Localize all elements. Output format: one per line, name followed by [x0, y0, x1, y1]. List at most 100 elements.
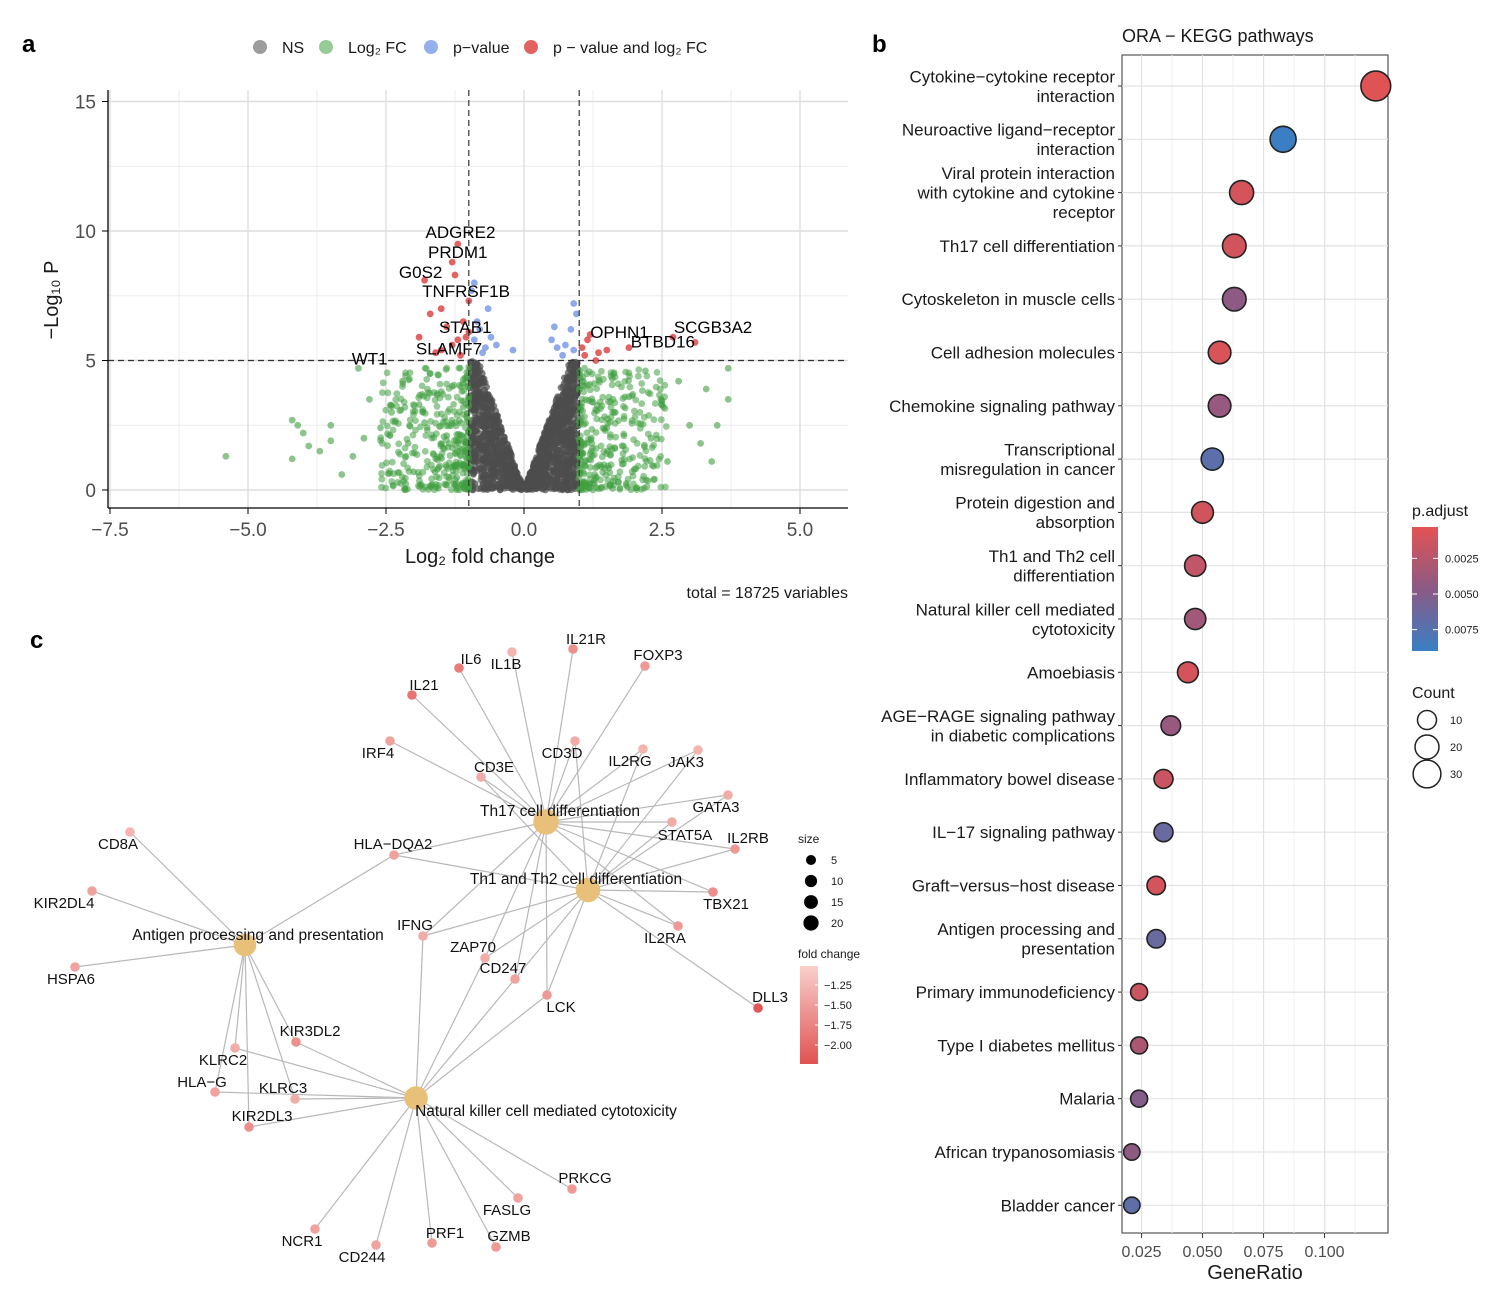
legend-swatch-log2fc: [319, 40, 333, 54]
log2fc-point: [635, 366, 643, 373]
ns-point: [562, 419, 569, 426]
p-value-point: [551, 323, 558, 331]
ns-point: [472, 387, 480, 395]
log2fc-point: [598, 367, 605, 375]
ns-point: [543, 471, 551, 479]
dot-cytokine-cytokine-receptor-interaction: [1360, 70, 1392, 102]
log-fc-point: [288, 416, 296, 424]
edge-klrc2-antigen-processing-and-presentation: [234, 944, 246, 1049]
padjust-tick-label: 0.0075: [1445, 625, 1479, 637]
legend-swatch-pvalue: [424, 40, 438, 54]
edge-gata3-th17-cell-differentiation: [545, 794, 729, 823]
log-fc-point: [222, 452, 230, 460]
gene-label-il21: IL21: [409, 677, 438, 694]
ns-point: [530, 483, 538, 491]
log-fc-point: [294, 421, 302, 429]
hub-label-th1-and-th2-cell-differentiation: Th1 and Th2 cell differentiation: [470, 871, 682, 888]
ns-point: [540, 442, 547, 449]
log2fc-point: [608, 381, 616, 389]
log2fc-point: [661, 381, 669, 389]
ns-point: [475, 395, 482, 402]
volcano-y-axis-title: −Log₁₀ P: [41, 261, 63, 340]
dot-viral-protein-interaction-with-cytokine-and-cytokine-receptor: [1228, 179, 1255, 206]
network-fc-tick-label: −1.50: [824, 1000, 852, 1012]
dot-amoebiasis: [1176, 661, 1200, 684]
edge-tbx21-th1-and-th2-cell-differentiation: [587, 889, 714, 893]
log2fc-point: [646, 390, 654, 398]
log-fc-point: [377, 424, 384, 432]
panel-letter-c: c: [30, 627, 43, 654]
gene-node-ifng: [418, 931, 428, 941]
gene-label-il21r: IL21R: [566, 631, 606, 648]
log2fc-point: [621, 404, 629, 412]
gene-node-dll3: [753, 1003, 763, 1013]
dot-primary-immunodeficiency: [1129, 982, 1149, 1002]
log-fc-point: [443, 432, 451, 439]
ns-point: [501, 472, 509, 480]
log-fc-point: [327, 437, 335, 445]
dot-malaria: [1129, 1089, 1149, 1108]
edge-klrc2-natural-killer-cell-mediated-cytotoxicity: [234, 1047, 417, 1099]
p-value-point: [473, 318, 481, 325]
dot-antigen-processing-and-presentation: [1146, 928, 1167, 949]
log2fc-point: [620, 412, 628, 420]
edge-cd247-th1-and-th2-cell-differentiation: [514, 889, 589, 980]
p-value-point: [493, 341, 500, 349]
log2fc-point: [638, 400, 646, 407]
volcano-label-adgre2: ADGRE2: [426, 223, 496, 242]
gene-label-il2rg: IL2RG: [608, 753, 651, 770]
log2fc-point: [612, 409, 619, 416]
hub-node-antigen-processing-and-presentation: [233, 933, 257, 957]
ns-point: [563, 441, 571, 448]
dot-il-17-signaling-pathway: [1153, 821, 1174, 843]
log-fc-point: [404, 440, 412, 447]
edge-lck-th1-and-th2-cell-differentiation: [546, 889, 589, 996]
log2fc-point: [424, 458, 431, 465]
log2fc-point: [662, 423, 670, 430]
p-value-point: [570, 346, 578, 354]
volcano-label-wt1: WT1: [352, 349, 388, 368]
log2fc-point: [419, 468, 427, 476]
p-value-point: [470, 336, 478, 344]
log2fc-point: [378, 483, 385, 491]
dot-cell-adhesion-molecules: [1207, 340, 1232, 365]
dotplot-x-tick-label: 0.075: [1244, 1244, 1284, 1261]
p-value-and-log-fc-point: [454, 336, 462, 344]
gene-node-hspa6: [70, 962, 80, 972]
p-value-and-log-fc-point: [586, 331, 594, 338]
log2fc-point: [641, 463, 649, 470]
volcano-points: [222, 240, 732, 494]
p-value-point: [559, 351, 566, 359]
log2fc-point: [601, 413, 609, 420]
log2fc-point: [444, 408, 452, 416]
p-value-point: [509, 346, 517, 354]
ns-point: [552, 401, 560, 409]
pathway-label-il-17-signaling-pathway: IL−17 signaling pathway: [932, 823, 1115, 842]
log2fc-point: [589, 398, 597, 406]
ns-point: [481, 472, 488, 479]
edge-il2ra-th17-cell-differentiation: [545, 821, 679, 927]
ns-point: [567, 394, 574, 402]
log2fc-point: [436, 423, 443, 430]
network-fc-tick-label: −2.00: [824, 1040, 852, 1052]
volcano-label-scgb3a2: SCGB3A2: [674, 318, 752, 337]
log2fc-point: [607, 431, 614, 438]
volcano-x-tick-label: 0.0: [511, 520, 537, 541]
p-value-and-log-fc-point: [421, 276, 428, 284]
gene-node-cd8a: [125, 827, 135, 837]
edge-kir2dl3-natural-killer-cell-mediated-cytotoxicity: [248, 1097, 417, 1128]
volcano-x-axis-title: Log₂ fold change: [405, 546, 555, 568]
edge-il21-th17-cell-differentiation: [411, 694, 547, 823]
dot-cytoskeleton-in-muscle-cells: [1221, 286, 1247, 312]
log2fc-point: [459, 376, 467, 383]
dotplot-x-axis-title: GeneRatio: [1207, 1262, 1303, 1284]
log2fc-point: [377, 434, 385, 441]
gene-node-cd3e: [476, 772, 486, 782]
ns-point: [552, 407, 560, 414]
gene-label-hspa6: HSPA6: [47, 971, 95, 988]
volcano-label-stab1: STAB1: [439, 318, 492, 337]
log2fc-point: [422, 365, 430, 372]
p-value-point: [479, 349, 486, 357]
ns-point: [567, 425, 575, 433]
log2fc-point: [585, 368, 593, 376]
